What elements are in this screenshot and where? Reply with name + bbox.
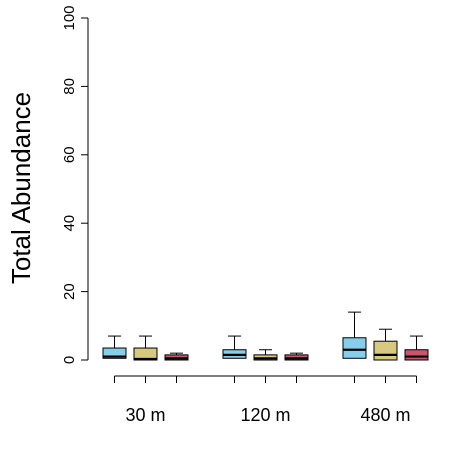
x-tick-label: 480 m [360,405,410,425]
x-axis: 30 m 120 m 480 m [114,375,417,425]
y-axis-label: Total Abundance [6,92,36,284]
y-tick-label: 100 [61,5,78,30]
box [373,340,398,361]
box [404,349,429,361]
y-tick-label: 40 [61,215,78,232]
y-axis: 0 20 40 60 80 100 [61,5,89,364]
x-tick-label: 120 m [240,405,290,425]
y-tick-label: 20 [61,283,78,300]
box [102,347,127,359]
box [342,337,367,359]
y-tick-label: 60 [61,146,78,163]
y-tick-label: 80 [61,78,78,95]
y-tick-label: 0 [61,356,78,364]
boxes [102,311,429,361]
x-tick-label: 30 m [125,405,165,425]
